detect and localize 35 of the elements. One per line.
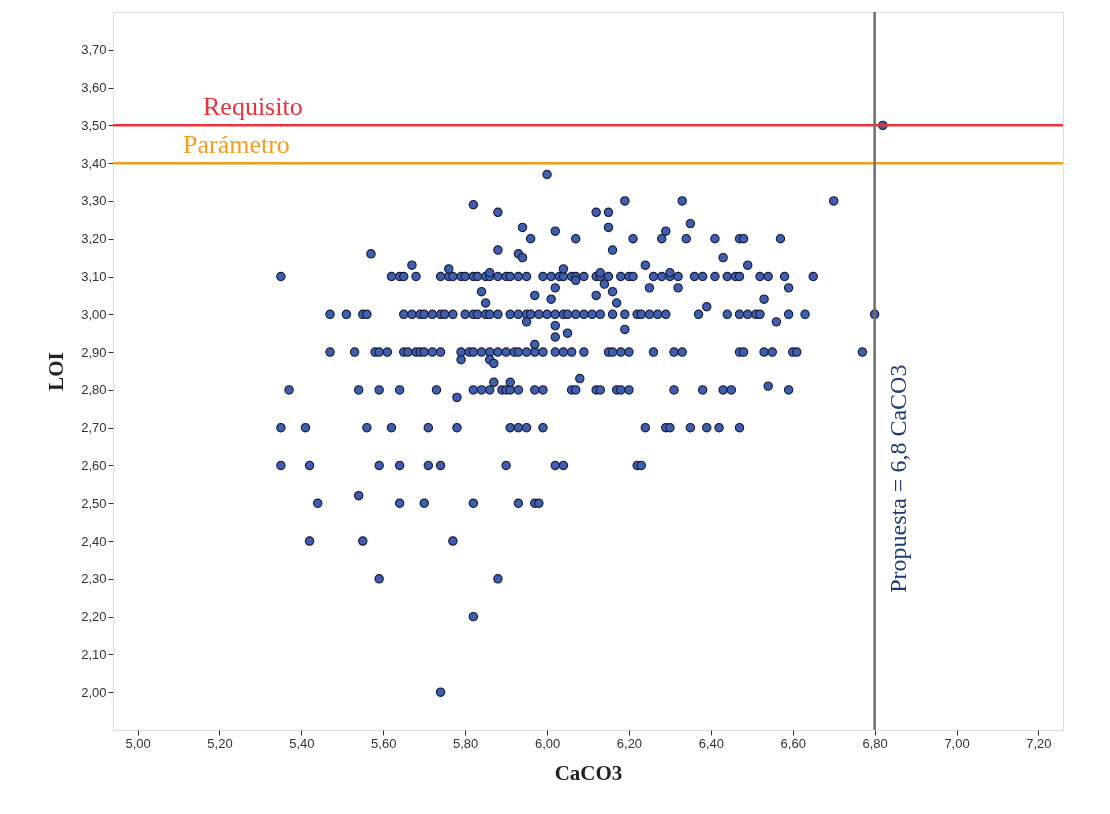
x-tick-label: 5,40 <box>289 735 315 751</box>
x-tick-label: 5,20 <box>207 735 233 751</box>
y-tick-label: 3,30 <box>81 193 107 209</box>
y-tick-label: 2,90 <box>81 344 107 360</box>
y-tick-label: 3,10 <box>81 269 107 285</box>
y-tick-label: 2,50 <box>81 495 107 511</box>
y-tick-label: 2,70 <box>81 420 107 436</box>
y-tick-label: 3,00 <box>81 306 107 322</box>
y-tick-label: 3,50 <box>81 117 107 133</box>
x-tick-label: 6,00 <box>534 735 561 751</box>
y-tick-label: 2,40 <box>81 533 107 549</box>
x-tick-label: 5,00 <box>125 735 151 751</box>
x-tick-label: 6,80 <box>862 735 888 751</box>
y-tick-label: 2,20 <box>81 609 107 625</box>
ref-line-label: Propuesta = 6,8 CaCO3 <box>884 364 911 593</box>
x-tick-label: 5,60 <box>371 735 397 751</box>
x-tick-label: 7,20 <box>1026 735 1052 751</box>
x-tick-label: 5,80 <box>453 735 479 751</box>
y-tick-label: 3,60 <box>81 80 107 96</box>
y-tick-label: 2,60 <box>81 457 107 473</box>
ref-line-label: Requisito <box>203 92 303 122</box>
x-tick-label: 6,40 <box>698 735 724 751</box>
x-tick-label: 6,60 <box>780 735 806 751</box>
ref-line-label: Parámetro <box>183 130 290 160</box>
y-axis-title: LOI <box>44 352 69 391</box>
y-tick-label: 2,30 <box>81 571 107 587</box>
y-tick-label: 2,10 <box>81 646 107 662</box>
y-tick-label: 3,70 <box>81 42 107 58</box>
y-tick-label: 3,40 <box>81 155 107 171</box>
x-tick-label: 7,00 <box>944 735 970 751</box>
y-tick-label: 3,20 <box>81 231 107 247</box>
y-tick-label: 2,80 <box>81 382 107 398</box>
y-tick-label: 2,00 <box>81 684 107 700</box>
x-axis-title: CaCO3 <box>554 760 623 785</box>
x-tick-label: 6,20 <box>616 735 643 751</box>
